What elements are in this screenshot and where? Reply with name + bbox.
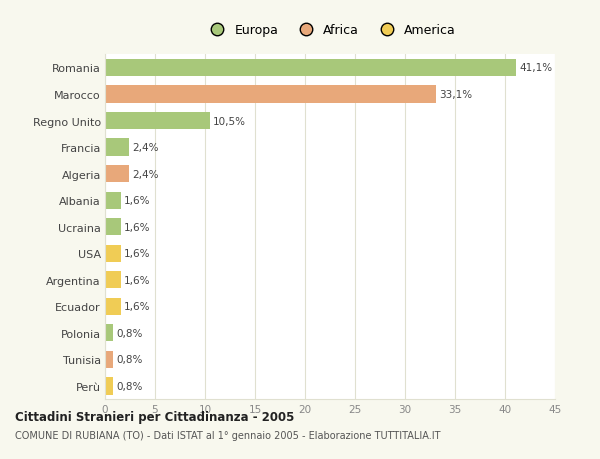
Text: 1,6%: 1,6% <box>124 222 151 232</box>
Bar <box>105 192 121 209</box>
Text: 33,1%: 33,1% <box>439 90 472 100</box>
Bar <box>105 377 113 395</box>
Text: COMUNE DI RUBIANA (TO) - Dati ISTAT al 1° gennaio 2005 - Elaborazione TUTTITALIA: COMUNE DI RUBIANA (TO) - Dati ISTAT al 1… <box>15 431 440 440</box>
Text: 2,4%: 2,4% <box>132 169 158 179</box>
Bar <box>105 112 210 130</box>
Legend: Europa, Africa, America: Europa, Africa, America <box>199 19 461 42</box>
Bar <box>105 325 113 342</box>
Text: 1,6%: 1,6% <box>124 275 151 285</box>
Bar <box>105 351 113 368</box>
Bar <box>105 245 121 262</box>
Text: 10,5%: 10,5% <box>213 116 246 126</box>
Text: 0,8%: 0,8% <box>116 328 142 338</box>
Bar <box>105 60 516 77</box>
Text: 1,6%: 1,6% <box>124 302 151 312</box>
Text: 0,8%: 0,8% <box>116 355 142 364</box>
Bar <box>105 166 129 183</box>
Text: 1,6%: 1,6% <box>124 249 151 259</box>
Bar <box>105 298 121 315</box>
Bar <box>105 272 121 289</box>
Text: 0,8%: 0,8% <box>116 381 142 391</box>
Text: 41,1%: 41,1% <box>519 63 552 73</box>
Bar <box>105 86 436 103</box>
Bar <box>105 139 129 157</box>
Text: 2,4%: 2,4% <box>132 143 158 153</box>
Bar <box>105 218 121 236</box>
Text: Cittadini Stranieri per Cittadinanza - 2005: Cittadini Stranieri per Cittadinanza - 2… <box>15 410 295 423</box>
Text: 1,6%: 1,6% <box>124 196 151 206</box>
